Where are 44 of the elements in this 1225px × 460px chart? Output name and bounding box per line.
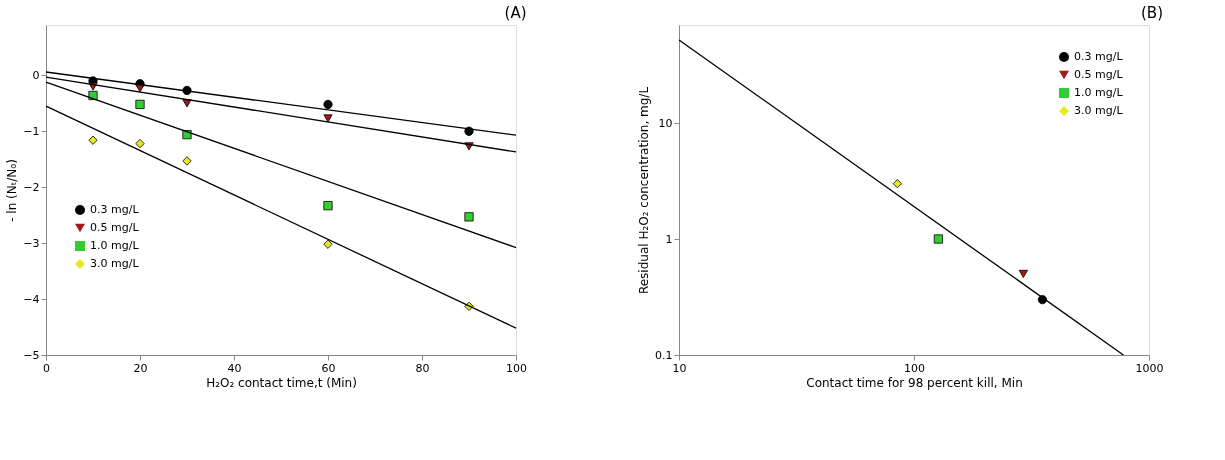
point [323, 239, 333, 249]
y-tick-label: −1 [23, 124, 40, 138]
point [323, 114, 333, 123]
chart-title: (B) [1141, 4, 1163, 22]
x-tick-label: 0 [43, 361, 50, 375]
x-axis-title: H₂O₂ contact time,t (Min) [206, 375, 357, 390]
legend-label: 0.3 mg/L [1074, 50, 1124, 63]
point [135, 138, 145, 149]
point [464, 126, 474, 136]
x-tick-label: 20 [133, 361, 148, 375]
point [182, 85, 192, 96]
chart-title: (A) [504, 4, 527, 22]
y-tick-label: 1 [665, 232, 673, 246]
x-tick-label: 60 [321, 361, 336, 375]
point [135, 99, 145, 110]
y-axis-title: Residual H₂O₂ concentration, mg/L [637, 86, 652, 295]
x-tick-label: 100 [506, 361, 527, 375]
x-tick-label: 10 [672, 361, 687, 375]
y-axis-title: - ln (Nₜ/N₀) [5, 159, 20, 222]
y-tick-label: 10 [658, 116, 673, 130]
point [182, 156, 192, 166]
y-tick-label: −2 [23, 180, 40, 194]
legend-label: 3.0 mg/L [1074, 104, 1124, 117]
legend-label: 0.5 mg/L [1074, 68, 1124, 81]
y-tick-label: 0.1 [655, 348, 673, 362]
y-tick-label: 0 [32, 68, 40, 82]
y-tick-label: −5 [23, 348, 40, 362]
legend-label: 0.3 mg/L [90, 203, 140, 216]
legend-label: 3.0 mg/L [90, 257, 140, 270]
point [182, 99, 192, 108]
point [323, 99, 333, 109]
x-tick-label: 40 [227, 361, 242, 375]
x-tick-label: 100 [904, 361, 925, 375]
y-tick-label: −3 [23, 236, 40, 250]
legend-label: 1.0 mg/L [1074, 86, 1124, 99]
point [464, 212, 474, 222]
legend-label: 1.0 mg/L [90, 239, 140, 252]
x-tick-label: 80 [415, 361, 430, 375]
legend-label: 0.5 mg/L [90, 221, 140, 234]
x-axis-title: Contact time for 98 percent kill, Min [806, 375, 1023, 390]
point [323, 201, 333, 211]
x-tick-label: 1000 [1135, 361, 1164, 375]
y-tick-label: −4 [23, 292, 40, 306]
point [88, 135, 98, 145]
